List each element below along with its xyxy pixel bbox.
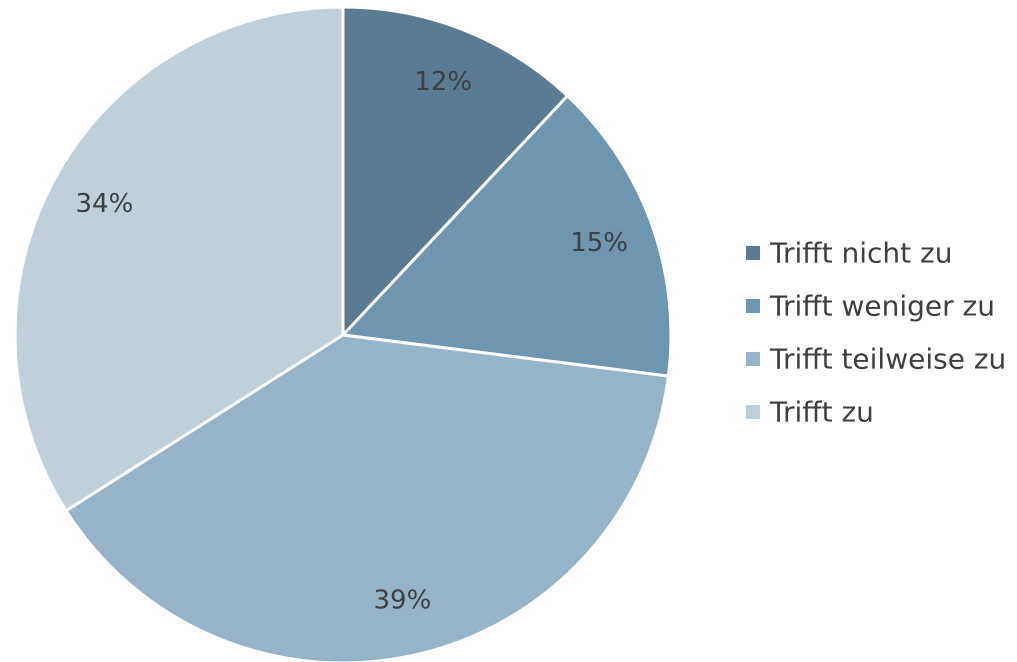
legend-swatch-trifft-weniger-zu — [746, 299, 760, 313]
legend-label-trifft-teilweise-zu: Trifft teilweise zu — [769, 343, 1006, 376]
legend-label-trifft-weniger-zu: Trifft weniger zu — [769, 290, 995, 323]
pie-slice-trifft-zu — [13, 5, 345, 513]
legend-label-trifft-zu: Trifft zu — [769, 396, 874, 429]
pie-slice-trifft-nicht-zu — [341, 5, 570, 337]
legend-swatch-trifft-nicht-zu — [746, 246, 760, 260]
data-label-trifft-teilweise-zu: 39% — [374, 586, 432, 616]
pie-slices — [13, 5, 673, 662]
legend-label-trifft-nicht-zu: Trifft nicht zu — [769, 237, 952, 270]
legend-swatch-trifft-zu — [746, 405, 760, 419]
pie-data-labels: 12% 15% 39% 34% — [76, 67, 628, 616]
legend: Trifft nicht zu Trifft weniger zu Trifft t… — [746, 237, 1006, 429]
pie-slice-trifft-weniger-zu — [341, 94, 673, 378]
data-label-trifft-nicht-zu: 12% — [414, 67, 472, 97]
data-label-trifft-zu: 34% — [76, 189, 134, 219]
data-label-trifft-weniger-zu: 15% — [570, 228, 628, 258]
legend-swatch-trifft-teilweise-zu — [746, 352, 760, 366]
